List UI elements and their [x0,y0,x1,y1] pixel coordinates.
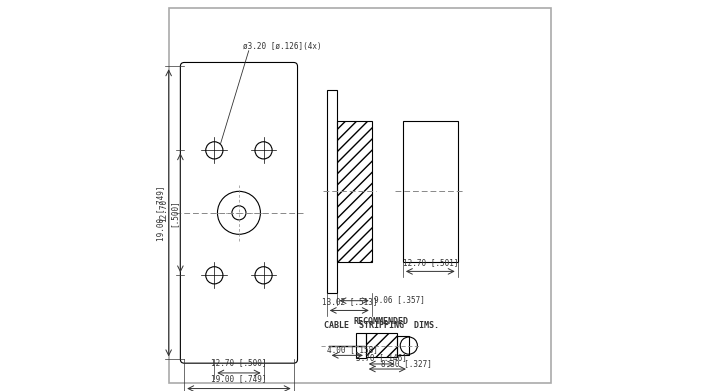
Bar [336,121,372,262]
Text: 12.70 [.500]: 12.70 [.500] [211,358,266,367]
Text: 19.00 [.749]: 19.00 [.749] [211,374,266,383]
Bar [366,333,397,357]
Text: 19.00 [.749]: 19.00 [.749] [156,185,165,240]
Text: 9.06 [.357]: 9.06 [.357] [374,296,425,305]
Text: 4.00 [.158]: 4.00 [.158] [327,345,378,354]
Text: 3.70 [.146]: 3.70 [.146] [356,353,407,362]
Text: 8.30 [.327]: 8.30 [.327] [382,359,432,368]
Text: ø3.20 [ø.126](4x): ø3.20 [ø.126](4x) [243,42,321,51]
Bar [397,336,409,355]
Text: 12.70 [.501]: 12.70 [.501] [402,258,458,267]
Text: RECOMMENDED: RECOMMENDED [354,317,409,326]
Bar [356,333,366,359]
Bar [327,90,336,293]
Text: 12.70
[.500]: 12.70 [.500] [159,199,179,227]
Text: CABLE  STRIPPING  DIMS.: CABLE STRIPPING DIMS. [324,321,439,330]
Bar [403,121,458,262]
Text: 13.02 [.513]: 13.02 [.513] [322,298,377,307]
